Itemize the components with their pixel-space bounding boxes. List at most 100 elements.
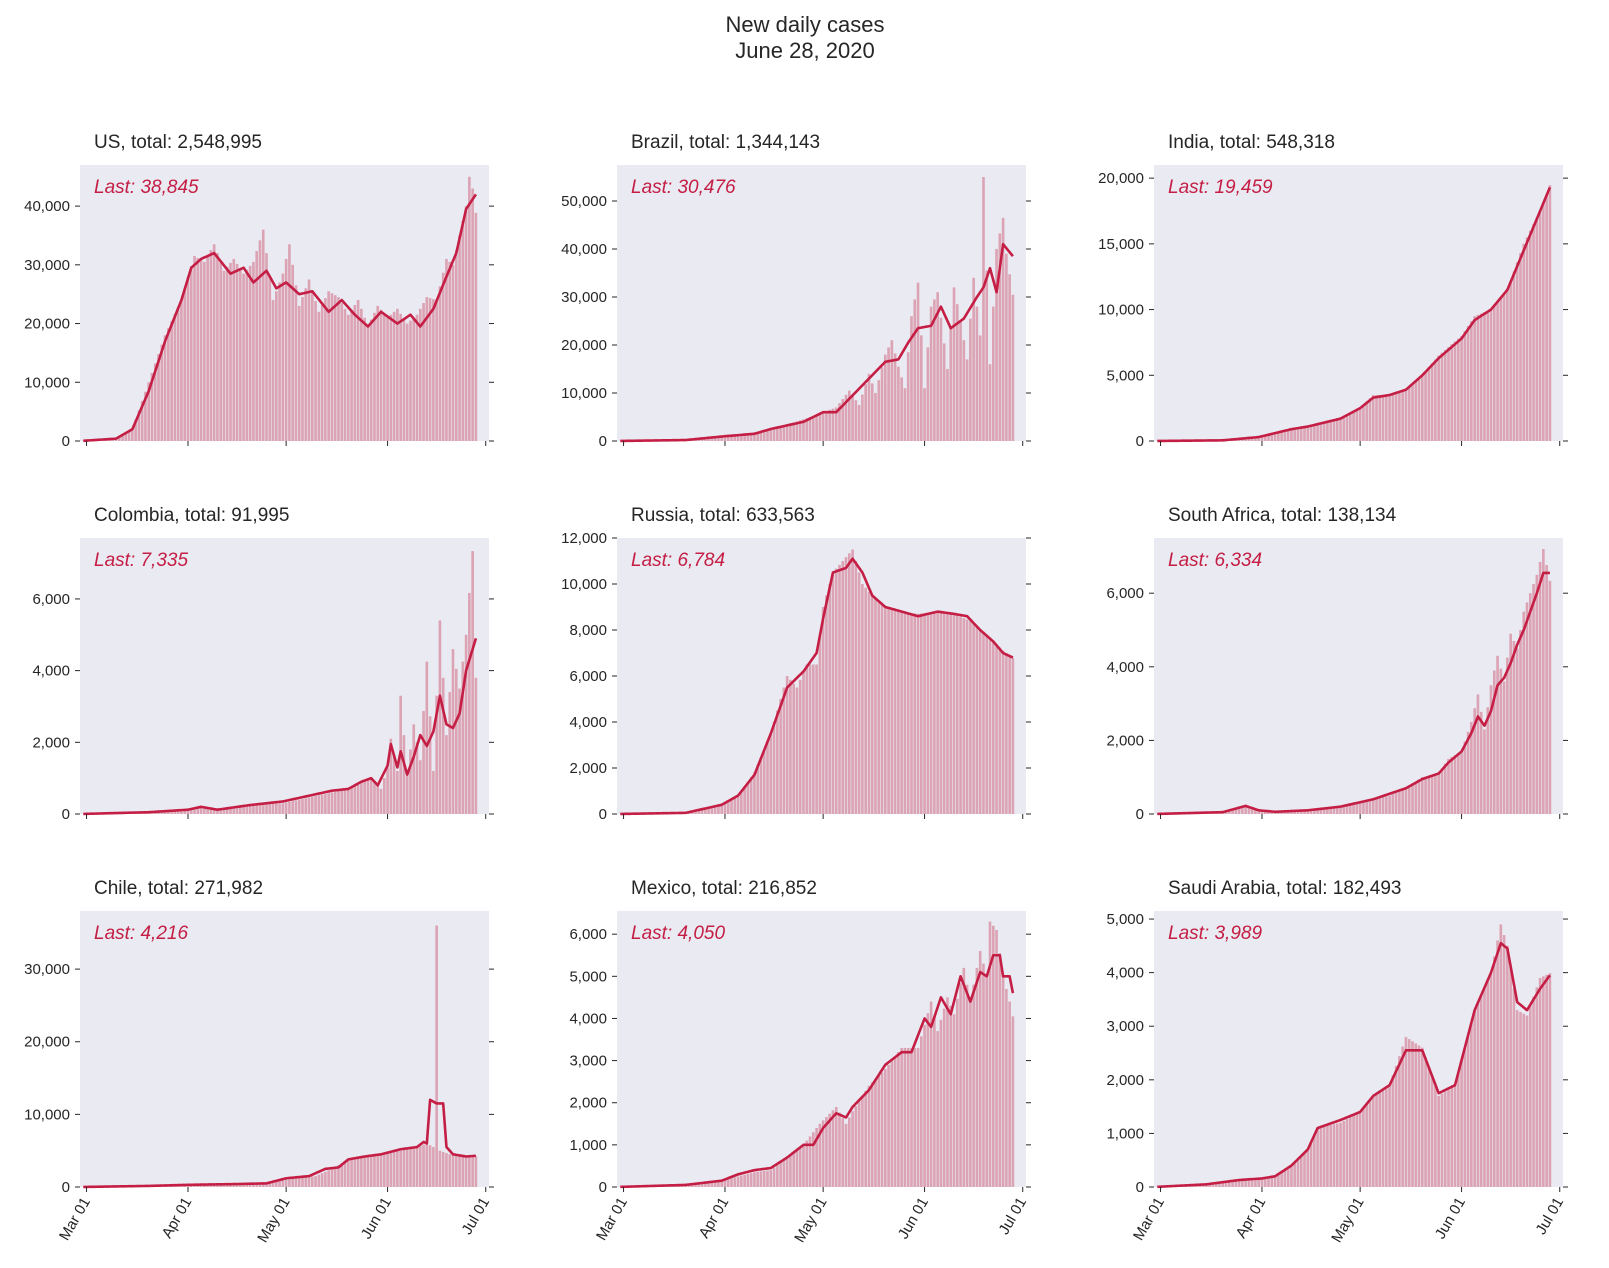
daily-bar [1502, 935, 1506, 1187]
daily-bar [347, 788, 350, 814]
daily-bar [183, 288, 187, 441]
daily-bar [1470, 722, 1473, 814]
daily-bar [360, 783, 363, 814]
y-tick-label: 30,000 [24, 257, 70, 274]
daily-bar [1545, 193, 1548, 441]
daily-bar [939, 1019, 943, 1187]
daily-bar [468, 592, 471, 814]
daily-bar [753, 432, 756, 441]
daily-bar [1316, 423, 1319, 441]
daily-bar [982, 963, 985, 1187]
daily-bar [900, 1047, 903, 1187]
daily-bar [435, 695, 438, 814]
daily-bar [736, 795, 740, 814]
daily-bar [245, 269, 249, 441]
daily-bar [134, 419, 137, 441]
daily-bar [949, 328, 953, 441]
panel-4: Russia, total: 633,563 Last: 6,784 0 2,000 4… [561, 505, 1031, 823]
daily-bar [294, 1178, 298, 1187]
daily-bar [720, 436, 724, 441]
daily-bar [405, 1149, 409, 1187]
daily-bar [1329, 1124, 1332, 1187]
daily-bar [1430, 363, 1434, 441]
daily-bar [998, 647, 1002, 814]
daily-bar [825, 595, 828, 814]
daily-bar [762, 749, 766, 814]
daily-bar [903, 388, 907, 441]
daily-bar [392, 311, 396, 441]
daily-bar [1362, 1107, 1365, 1187]
daily-bar [1473, 708, 1476, 814]
daily-bar [1247, 1178, 1251, 1187]
daily-bar [1260, 1178, 1264, 1187]
daily-bar [769, 429, 773, 441]
daily-bar [314, 301, 317, 441]
daily-bar [369, 778, 373, 814]
daily-bar [1237, 1178, 1241, 1187]
daily-bar [291, 1178, 294, 1187]
daily-bar [1473, 316, 1476, 441]
daily-bar [366, 1156, 370, 1187]
daily-bar [798, 679, 802, 814]
daily-bar [704, 438, 707, 441]
x-tick-label: Mar 01 [56, 1195, 94, 1244]
daily-bar [861, 394, 864, 441]
daily-bar [1218, 1182, 1221, 1187]
daily-bar [1322, 808, 1326, 814]
daily-bar [369, 319, 373, 441]
daily-bar [219, 261, 223, 441]
daily-bar [409, 320, 412, 441]
daily-bar [864, 384, 867, 441]
daily-bar [379, 309, 383, 441]
y-tick-label: 2,000 [32, 734, 70, 751]
daily-bar [959, 321, 962, 441]
panel-5: South Africa, total: 138,134 Last: 6,334 0… [1106, 505, 1568, 823]
daily-bar [271, 1182, 275, 1187]
daily-bar [239, 268, 242, 441]
daily-bar [1492, 305, 1496, 441]
daily-bar [1293, 428, 1297, 441]
panel-8: Saudi Arabia, total: 182,493 Last: 3,989 0… [1106, 878, 1568, 1246]
daily-bar [1224, 1181, 1228, 1187]
y-tick-label: 6,000 [32, 591, 70, 608]
daily-bar [271, 300, 275, 441]
daily-bar [441, 1151, 445, 1187]
daily-bar [946, 369, 949, 441]
daily-bar [1345, 1119, 1349, 1187]
last-value-label: Last: 3,989 [1168, 923, 1262, 944]
daily-bar [441, 677, 445, 814]
average-line [1157, 186, 1552, 443]
daily-bar [884, 354, 887, 441]
daily-bar [978, 629, 982, 814]
daily-bar [1447, 1089, 1450, 1187]
daily-bar [114, 439, 118, 441]
daily-bar [717, 1181, 720, 1187]
daily-bar [337, 297, 340, 441]
daily-bar [955, 304, 959, 441]
daily-bar [363, 317, 366, 441]
daily-bar [1342, 415, 1346, 441]
daily-bar [1545, 974, 1548, 1187]
daily-bar [841, 399, 845, 441]
daily-bar [776, 710, 779, 814]
y-tick-label: 4,000 [569, 714, 607, 731]
panel-1: Brazil, total: 1,344,143 Last: 30,476 0 10,… [561, 132, 1031, 450]
daily-bar [229, 262, 232, 441]
daily-bar [1522, 611, 1526, 814]
daily-bar [320, 304, 324, 441]
daily-bar [772, 1167, 776, 1187]
daily-bar [330, 293, 334, 441]
daily-bar [844, 1123, 848, 1187]
daily-bar [1388, 795, 1391, 814]
daily-bar [933, 299, 936, 441]
daily-bar [815, 664, 818, 814]
daily-bar [939, 317, 943, 441]
daily-bar [877, 601, 881, 814]
daily-bar [769, 733, 773, 814]
daily-bar [451, 264, 455, 441]
daily-bar [392, 754, 396, 814]
daily-bar [425, 661, 429, 814]
daily-bar [324, 298, 327, 441]
daily-bar [140, 401, 144, 441]
daily-bar [939, 612, 943, 814]
